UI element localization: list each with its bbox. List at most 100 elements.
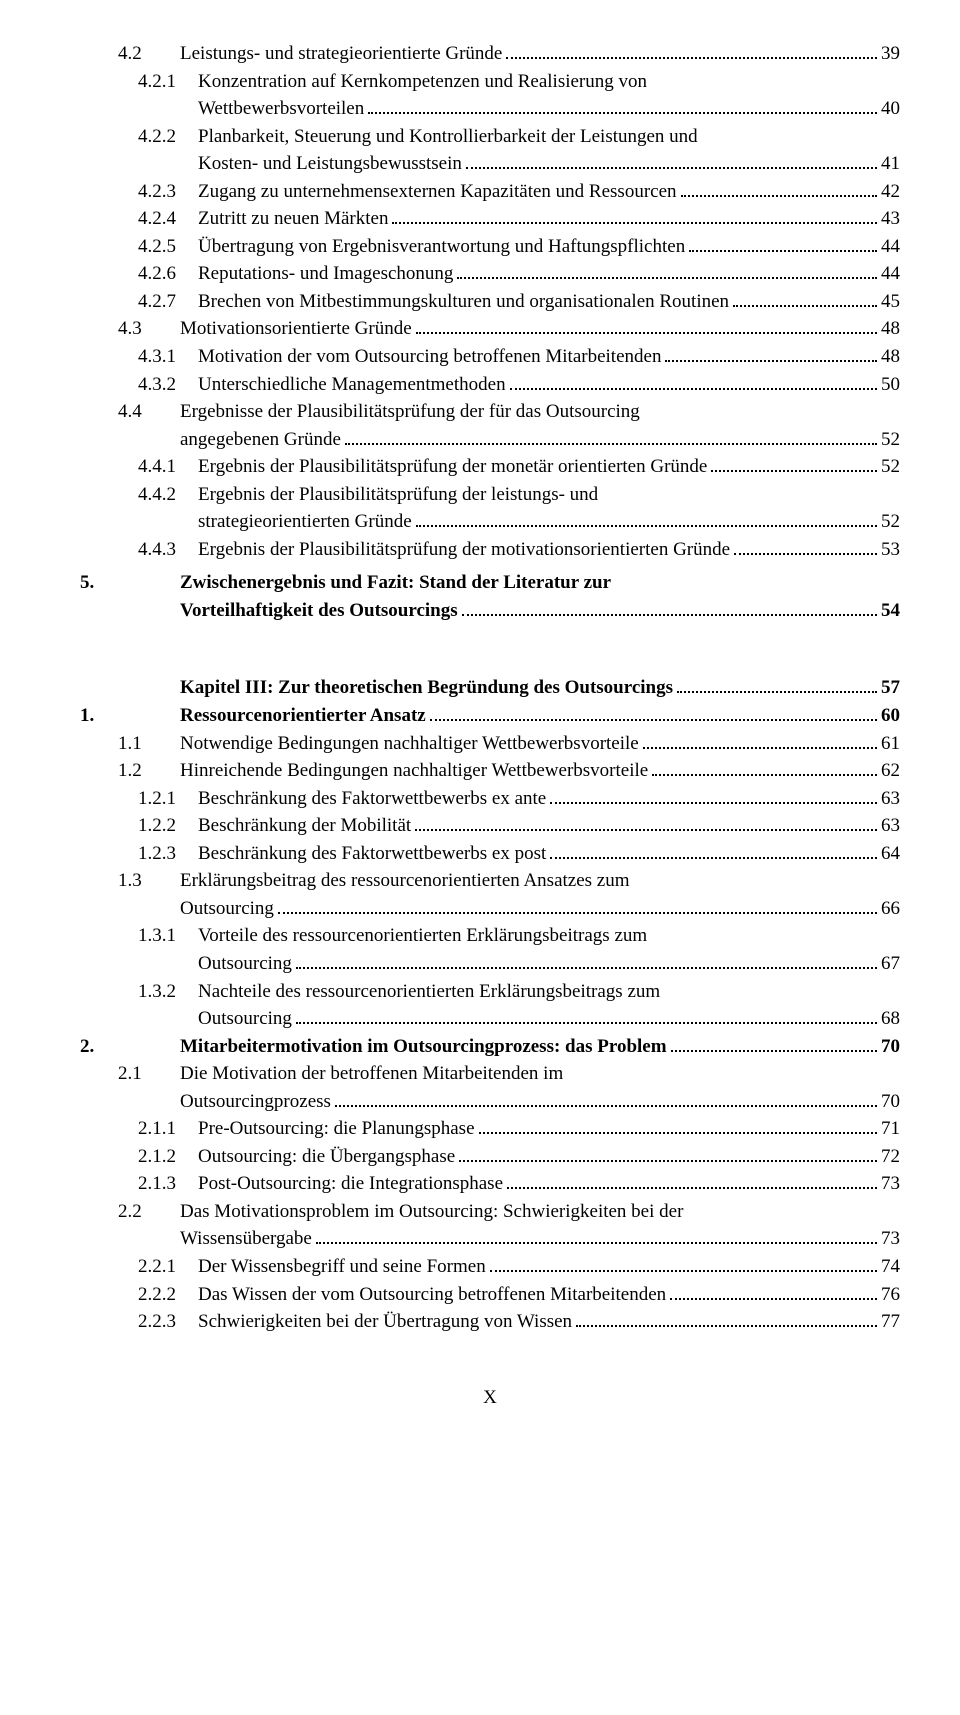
toc-entry-number: 4.2.6	[138, 260, 198, 288]
toc-entry-page: 44	[881, 233, 900, 261]
toc-entry-label: Motivation der vom Outsourcing betroffen…	[198, 343, 661, 371]
toc-entry-page: 48	[881, 315, 900, 343]
toc-entry: 2.1.1Pre-Outsourcing: die Planungsphase …	[80, 1115, 900, 1143]
toc-entry: 4.2.7Brechen von Mitbestimmungskulturen …	[80, 288, 900, 316]
toc-entry: 1.3Erklärungsbeitrag des ressourcenorien…	[80, 867, 900, 895]
toc-entry-label: Outsourcing: die Übergangsphase	[198, 1143, 455, 1171]
toc-entry: 4.3.1Motivation der vom Outsourcing betr…	[80, 343, 900, 371]
toc-entry-page: 63	[881, 812, 900, 840]
toc-entry-number: 4.4	[118, 398, 180, 426]
toc-leader-dots	[733, 289, 877, 307]
toc-entry-page: 71	[881, 1115, 900, 1143]
toc-entry-page: 72	[881, 1143, 900, 1171]
toc-entry-number: 4.2	[118, 40, 180, 68]
toc-entry: 1.2Hinreichende Bedingungen nachhaltiger…	[80, 757, 900, 785]
toc-entry-number: 4.4.3	[138, 536, 198, 564]
toc-entry-number: 1.2.2	[138, 812, 198, 840]
toc-entry-number: 4.2.5	[138, 233, 198, 261]
toc-entry-continuation: Outsourcing 67	[80, 950, 900, 978]
toc-entry-page: 62	[881, 757, 900, 785]
table-of-contents: 4.2Leistungs- und strategieorientierte G…	[80, 40, 900, 1336]
toc-entry-page: 66	[881, 895, 900, 923]
toc-entry-page: 54	[881, 597, 900, 625]
toc-entry-label: Post-Outsourcing: die Integrationsphase	[198, 1170, 503, 1198]
toc-leader-dots	[550, 786, 877, 804]
toc-entry-continuation: angegebenen Gründe 52	[80, 426, 900, 454]
toc-entry-page: 70	[881, 1088, 900, 1116]
toc-entry-label: Ergebnis der Plausibilitätsprüfung der m…	[198, 453, 707, 481]
toc-entry-page: 50	[881, 371, 900, 399]
toc-entry-number: 2.1.1	[138, 1115, 198, 1143]
toc-entry-label: Die Motivation der betroffenen Mitarbeit…	[180, 1060, 900, 1088]
toc-entry-continuation: Outsourcing 66	[80, 895, 900, 923]
toc-leader-dots	[416, 316, 877, 334]
toc-entry-label-cont: Wissensübergabe	[180, 1225, 312, 1253]
toc-entry: 4.2.1Konzentration auf Kernkompetenzen u…	[80, 68, 900, 96]
toc-leader-dots	[457, 261, 877, 279]
toc-entry: 5.Zwischenergebnis und Fazit: Stand der …	[80, 569, 900, 597]
toc-entry-label: Konzentration auf Kernkompetenzen und Re…	[198, 68, 900, 96]
toc-leader-dots	[416, 509, 877, 527]
toc-entry-label: Ergebnis der Plausibilitätsprüfung der l…	[198, 481, 900, 509]
toc-entry: 4.2.4Zutritt zu neuen Märkten 43	[80, 205, 900, 233]
toc-entry-page: 53	[881, 536, 900, 564]
toc-entry-page: 64	[881, 840, 900, 868]
toc-entry-number: 1.3.2	[138, 978, 198, 1006]
toc-entry: 2.2.2Das Wissen der vom Outsourcing betr…	[80, 1281, 900, 1309]
toc-entry: 2.2.3Schwierigkeiten bei der Übertragung…	[80, 1308, 900, 1336]
toc-entry-continuation: Kosten- und Leistungsbewusstsein 41	[80, 150, 900, 178]
toc-entry-number: 1.3.1	[138, 922, 198, 950]
toc-leader-dots	[550, 841, 877, 859]
toc-entry-continuation: Outsourcingprozess 70	[80, 1088, 900, 1116]
toc-entry-page: 39	[881, 40, 900, 68]
toc-entry-label: Der Wissensbegriff und seine Formen	[198, 1253, 486, 1281]
toc-entry-page: 68	[881, 1005, 900, 1033]
toc-entry-label-cont: Wettbewerbsvorteilen	[198, 95, 364, 123]
toc-entry-number: 2.1.2	[138, 1143, 198, 1171]
toc-leader-dots	[462, 598, 877, 616]
toc-entry-label-cont: Outsourcing	[198, 950, 292, 978]
toc-entry-page: 40	[881, 95, 900, 123]
toc-entry: 2.Mitarbeitermotivation im Outsourcingpr…	[80, 1033, 900, 1061]
toc-entry-number: 1.2.3	[138, 840, 198, 868]
toc-entry-label: Zugang zu unternehmensexternen Kapazität…	[198, 178, 677, 206]
toc-leader-dots	[296, 951, 877, 969]
toc-entry-number: 1.3	[118, 867, 180, 895]
toc-leader-dots	[652, 758, 877, 776]
toc-leader-dots	[466, 151, 877, 169]
toc-leader-dots	[506, 41, 877, 59]
toc-entry-number: 4.2.7	[138, 288, 198, 316]
toc-entry-page: 48	[881, 343, 900, 371]
toc-entry: 1.3.2Nachteile des ressourcenorientierte…	[80, 978, 900, 1006]
toc-leader-dots	[711, 454, 877, 472]
toc-entry-label: Erklärungsbeitrag des ressourcenorientie…	[180, 867, 900, 895]
toc-entry-label: Das Wissen der vom Outsourcing betroffen…	[198, 1281, 666, 1309]
toc-entry: 2.1.2Outsourcing: die Übergangsphase 72	[80, 1143, 900, 1171]
toc-entry-page: 41	[881, 150, 900, 178]
toc-entry-page: 60	[881, 702, 900, 730]
toc-leader-dots	[392, 206, 877, 224]
toc-entry-number: 4.2.4	[138, 205, 198, 233]
toc-leader-dots	[507, 1171, 877, 1189]
toc-entry-page: 43	[881, 205, 900, 233]
toc-entry-label-cont: strategieorientierten Gründe	[198, 508, 412, 536]
toc-entry-label: Ressourcenorientierter Ansatz	[180, 702, 426, 730]
toc-entry-number: 4.3	[118, 315, 180, 343]
toc-leader-dots	[671, 1033, 877, 1051]
toc-entry-number: 1.2.1	[138, 785, 198, 813]
toc-entry-label: Kapitel III: Zur theoretischen Begründun…	[180, 674, 673, 702]
toc-entry-number: 2.1	[118, 1060, 180, 1088]
toc-entry-label: Planbarkeit, Steuerung und Kontrollierba…	[198, 123, 900, 151]
toc-entry-label: Motivationsorientierte Gründe	[180, 315, 412, 343]
toc-entry-label: Hinreichende Bedingungen nachhaltiger We…	[180, 757, 648, 785]
toc-entry-number: 4.2.3	[138, 178, 198, 206]
toc-leader-dots	[490, 1254, 877, 1272]
toc-entry-number: 4.2.2	[138, 123, 198, 151]
toc-entry-number: 1.1	[118, 730, 180, 758]
toc-entry-page: 63	[881, 785, 900, 813]
toc-entry-number: 2.	[80, 1033, 180, 1061]
toc-entry: 2.2.1Der Wissensbegriff und seine Formen…	[80, 1253, 900, 1281]
toc-entry-label: Übertragung von Ergebnisverantwortung un…	[198, 233, 685, 261]
toc-entry: 1.Ressourcenorientierter Ansatz 60	[80, 702, 900, 730]
toc-entry-page: 44	[881, 260, 900, 288]
